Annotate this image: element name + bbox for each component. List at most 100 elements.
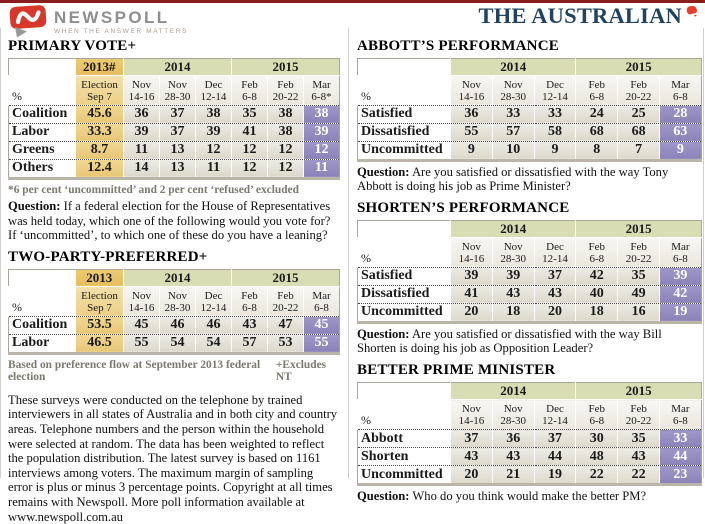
two-party-title: TWO-PARTY-PREFERRED+	[8, 248, 208, 265]
column-header-cell: Mar 6-8	[658, 75, 702, 106]
value-cell: 20	[450, 302, 493, 323]
column-header-row: % Nov 14-16 Nov 28-30 Dec 12-14 Feb 6-8 Feb 20-22 M…	[357, 237, 702, 268]
column-header-cell: Nov 28-30	[491, 399, 535, 430]
value-cell: 12	[267, 140, 304, 160]
value-cell: 55	[123, 333, 160, 354]
value-cell: 20	[533, 302, 576, 323]
value-cell: 54	[195, 333, 232, 354]
poll-table-grid: 2013 2014 2015% Election Sep 7 Nov 14-16 Nov 28-…	[8, 268, 340, 355]
the-australian-masthead: THE AUSTRALIAN	[478, 3, 698, 28]
value-cell: 41	[450, 284, 493, 304]
column-header-cell: Feb 20-22	[617, 399, 660, 430]
primary-vote-table: 2013# 2014 2015% Election Sep 7 Nov 14-16 Nov 28…	[8, 57, 340, 180]
value-cell: 19	[533, 465, 576, 485]
column-header-row: % Nov 14-16 Nov 28-30 Dec 12-14 Feb 6-8 Feb 20-22 M…	[357, 75, 702, 106]
column-header-cell: Feb 20-22	[617, 75, 660, 106]
column-header-cell: Dec 12-14	[195, 75, 232, 106]
two-party-footnote-left: Based on preference flow at September 20…	[8, 358, 261, 384]
abbott-question: Question: Are you satisfied or dissatisf…	[357, 165, 701, 193]
column-header-cell: Feb 20-22	[267, 286, 304, 317]
column-header-cell: Dec 12-14	[195, 286, 232, 317]
row-label-cell: Uncommitted	[357, 302, 451, 323]
value-cell: 37	[159, 104, 196, 124]
corner-cell	[8, 58, 76, 76]
value-cell: 24	[575, 104, 618, 124]
column-header-cell: Nov 14-16	[123, 286, 160, 317]
year-header-cell: 2015	[575, 58, 702, 76]
masthead-title: THE AUSTRALIAN	[478, 3, 682, 28]
column-header-cell: Feb 6-8	[231, 286, 268, 317]
column-header-cell: Feb 20-22	[617, 237, 660, 268]
value-cell: 43	[491, 447, 535, 466]
unit-cell: %	[8, 286, 76, 317]
row-label-cell: Dissatisfied	[357, 284, 451, 304]
year-header-row: 2014 2015	[357, 382, 702, 401]
column-header-cell: Nov 28-30	[491, 75, 535, 106]
value-cell: 57	[491, 122, 535, 142]
value-cell: 54	[159, 333, 196, 354]
poll-table-grid: 2013# 2014 2015% Election Sep 7 Nov 14-16 Nov 28…	[8, 57, 340, 180]
value-cell: 12	[231, 158, 268, 179]
value-cell: 33	[533, 104, 576, 124]
column-header-cell: Mar 6-8	[658, 399, 702, 430]
value-cell: 42	[658, 284, 702, 304]
table-row: Uncommitted 9 10 9 8 7 9	[357, 140, 702, 161]
column-header-cell: Nov 14-16	[450, 399, 493, 430]
better-pm-title: BETTER PRIME MINISTER	[357, 362, 556, 379]
table-row: Satisfied 36 33 33 24 25 28	[357, 104, 702, 124]
year-header-row: 2013 2014 2015	[8, 269, 340, 287]
table-row: Coalition 53.5 45 46 46 43 47 45	[8, 315, 340, 335]
shorten-performance-table: 2014 2015% Nov 14-16 Nov 28-30 Dec 12-14 Feb 6-8 F…	[357, 219, 702, 324]
year-header-cell: 2015	[231, 269, 340, 287]
abbott-performance-title: ABBOTT’S PERFORMANCE	[357, 38, 559, 54]
column-header-cell: Mar 6-8	[658, 237, 702, 268]
question-text: Who do you think would make the better P…	[412, 489, 647, 504]
value-cell: 12	[267, 158, 304, 179]
top-maroon-bar	[0, 0, 705, 3]
value-cell: 37	[533, 266, 576, 286]
left-column: PRIMARY VOTE+ 2013# 2014 2015% Election Sep …	[8, 38, 340, 524]
two-party-footnote-right: +Excludes NT	[275, 358, 327, 384]
value-cell: 33	[491, 104, 535, 124]
poll-table-grid: 2014 2015% Nov 14-16 Nov 28-30 Dec 12-14 Feb 6-8 F…	[357, 57, 702, 162]
value-cell: 16	[617, 302, 660, 323]
value-cell: 36	[450, 104, 493, 124]
value-cell: 57	[231, 333, 268, 354]
year-header-cell: 2015	[231, 58, 340, 76]
value-cell: 43	[450, 447, 493, 466]
value-cell: 9	[658, 140, 702, 161]
newspoll-tagline: WHEN THE ANSWER MATTERS	[54, 27, 188, 35]
value-cell: 43	[231, 315, 268, 335]
value-cell: 11	[195, 158, 232, 179]
year-header-row: 2014 2015	[357, 58, 702, 76]
row-label-cell: Labor	[8, 333, 76, 354]
column-header-cell: Mar 6-8*	[303, 75, 340, 106]
unit-cell: %	[357, 75, 451, 106]
table-head: 2014 2015% Nov 14-16 Nov 28-30 Dec 12-14 Feb 6-8 F…	[357, 58, 702, 106]
value-cell: 18	[575, 302, 618, 323]
unit-cell: %	[8, 75, 76, 106]
value-cell: 35	[231, 104, 268, 124]
value-cell: 38	[267, 122, 304, 142]
value-cell: 8.7	[75, 140, 124, 160]
column-header-cell: Feb 20-22	[267, 75, 304, 106]
value-cell: 44	[658, 447, 702, 466]
newspoll-logo: NEWSPOLL WHEN THE ANSWER MATTERS	[9, 5, 188, 38]
value-cell: 7	[617, 140, 660, 161]
row-label-cell: Satisfied	[357, 104, 451, 124]
table-head: 2014 2015% Nov 14-16 Nov 28-30 Dec 12-14 Feb 6-8 F…	[357, 382, 702, 430]
row-label-cell: Uncommitted	[357, 465, 451, 485]
column-header-cell: Dec 12-14	[533, 399, 576, 430]
left-column-rule	[0, 28, 1, 478]
value-cell: 39	[195, 122, 232, 142]
table-head: 2013 2014 2015% Election Sep 7 Nov 14-16 Nov 28-…	[8, 269, 340, 317]
poll-table-grid: 2014 2015% Nov 14-16 Nov 28-30 Dec 12-14 Feb 6-8 F…	[357, 219, 702, 324]
table-body: Satisfied 39 39 37 42 35 39 Dissatisfied 41 43 43 4…	[357, 266, 702, 323]
question-text: Are you satisfied or dissatisfied with t…	[357, 326, 662, 356]
question-label: Question:	[357, 164, 410, 179]
column-header-row: % Election Sep 7 Nov 14-16 Nov 28-30 Dec 12-14 Fe…	[8, 286, 340, 317]
table-body: Abbott 37 36 37 30 35 33 Shorten 43 43 44 48 43 44 Unc…	[357, 429, 702, 485]
row-label-cell: Coalition	[8, 315, 76, 335]
value-cell: 21	[491, 465, 535, 485]
row-label-cell: Satisfied	[357, 266, 451, 286]
